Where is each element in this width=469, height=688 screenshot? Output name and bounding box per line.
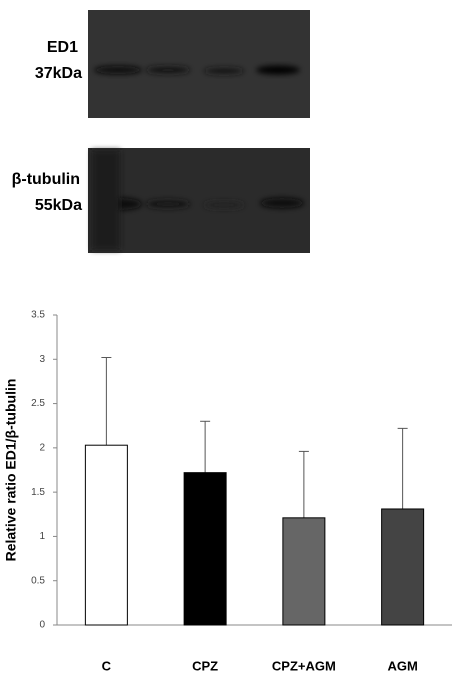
bar — [184, 473, 226, 625]
y-tick-label: 1.5 — [31, 487, 45, 498]
y-tick-label: 3 — [39, 354, 45, 365]
y-tick-label: 0 — [39, 620, 45, 631]
bar — [382, 509, 424, 625]
bar — [283, 518, 325, 625]
blot-size: 37kDa — [35, 65, 82, 82]
blot-size: 55kDa — [35, 197, 82, 214]
y-tick-label: 3.5 — [31, 310, 45, 321]
blot-label: ED1 — [47, 39, 78, 56]
y-tick-label: 2 — [39, 442, 45, 453]
y-axis-label: Relative ratio ED1/β-tubulin — [3, 379, 19, 562]
y-tick-label: 1 — [39, 531, 45, 542]
figure: ED1 37kDa β-tubulin 55kDa Relative ratio… — [0, 0, 469, 688]
y-tick-label: 0.5 — [31, 575, 45, 586]
y-tick-label: 2.5 — [31, 398, 45, 409]
x-tick-label: CPZ — [192, 658, 218, 673]
x-tick-label: CPZ+AGM — [272, 658, 336, 673]
x-tick-label: AGM — [387, 658, 417, 673]
bar — [85, 445, 127, 625]
blot-image — [88, 10, 310, 118]
blot-label: β-tubulin — [12, 171, 80, 188]
x-tick-label: C — [102, 658, 112, 673]
